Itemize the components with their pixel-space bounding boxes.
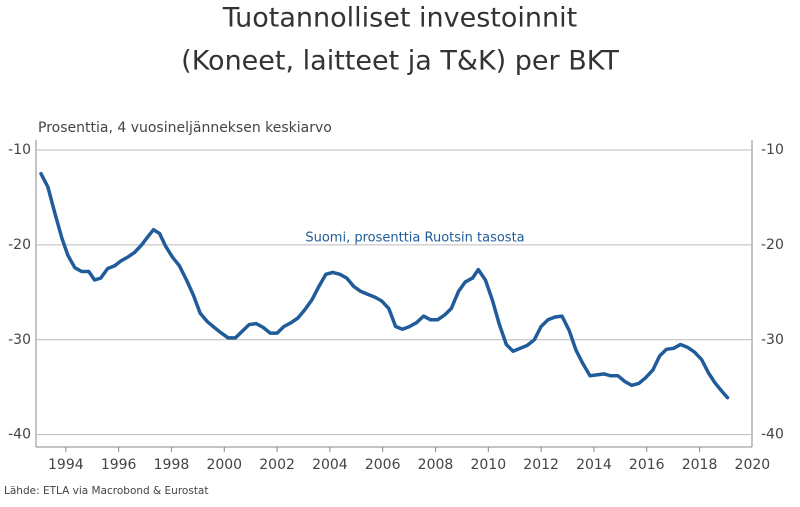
x-tick-label: 2010 xyxy=(470,457,506,473)
y-tick-label: -10 xyxy=(8,142,31,158)
y2-tick-label: -30 xyxy=(761,332,784,348)
x-tick-label: 2000 xyxy=(206,457,242,473)
y-tick-label: -30 xyxy=(8,332,31,348)
y2-tick-label: -40 xyxy=(761,427,784,443)
x-tick-label: 2012 xyxy=(523,457,559,473)
x-tick-label: 2018 xyxy=(682,457,718,473)
x-tick-label: 1996 xyxy=(101,457,137,473)
x-tick-label: 2004 xyxy=(312,457,348,473)
y2-tick-label: -20 xyxy=(761,237,784,253)
series-line xyxy=(39,171,730,400)
x-tick-label: 1998 xyxy=(154,457,190,473)
x-tick-label: 1994 xyxy=(48,457,84,473)
source: Lähde: ETLA via Macrobond & Eurostat xyxy=(4,485,209,497)
x-tick-label: 2014 xyxy=(576,457,612,473)
x-tick-label: 2016 xyxy=(629,457,665,473)
x-tick-label: 2002 xyxy=(259,457,295,473)
chart-title: Tuotannolliset investoinnit xyxy=(222,3,577,34)
y2-tick-label: -10 xyxy=(761,142,784,158)
y-tick-label: -20 xyxy=(8,237,31,253)
series-label: Suomi, prosenttia Ruotsin tasosta xyxy=(305,231,524,246)
x-tick-label: 2020 xyxy=(735,457,771,473)
x-tick-label: 2006 xyxy=(365,457,401,473)
chart-title: (Koneet, laitteet ja T&K) per BKT xyxy=(181,46,619,77)
x-tick-label: 2008 xyxy=(418,457,454,473)
subtitle: Prosenttia, 4 vuosineljänneksen keskiarv… xyxy=(38,120,332,136)
y-tick-label: -40 xyxy=(8,427,31,443)
